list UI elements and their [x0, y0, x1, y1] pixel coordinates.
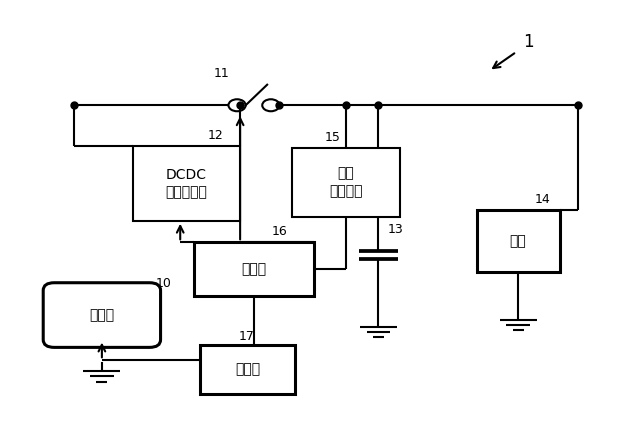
- Text: 11: 11: [214, 66, 230, 79]
- Text: 記憶部: 記憶部: [236, 363, 260, 376]
- Text: 15: 15: [324, 131, 340, 144]
- Text: 17: 17: [238, 330, 254, 343]
- FancyBboxPatch shape: [200, 345, 296, 394]
- Text: 12: 12: [208, 128, 223, 142]
- FancyBboxPatch shape: [44, 283, 161, 347]
- Text: 1: 1: [523, 33, 533, 51]
- Text: 16: 16: [272, 225, 287, 238]
- Text: 10: 10: [156, 277, 172, 290]
- Text: 13: 13: [388, 223, 403, 236]
- Text: 負荷: 負荷: [510, 234, 527, 248]
- FancyBboxPatch shape: [194, 242, 314, 296]
- Text: 制御部: 制御部: [241, 262, 266, 276]
- Text: 14: 14: [535, 193, 550, 206]
- Text: DCDC
コンバータ: DCDC コンバータ: [165, 168, 207, 199]
- Text: 電流
検出回路: 電流 検出回路: [330, 167, 363, 198]
- FancyBboxPatch shape: [477, 210, 559, 272]
- FancyBboxPatch shape: [292, 148, 400, 217]
- Text: 発電機: 発電機: [90, 308, 115, 322]
- FancyBboxPatch shape: [132, 146, 240, 221]
